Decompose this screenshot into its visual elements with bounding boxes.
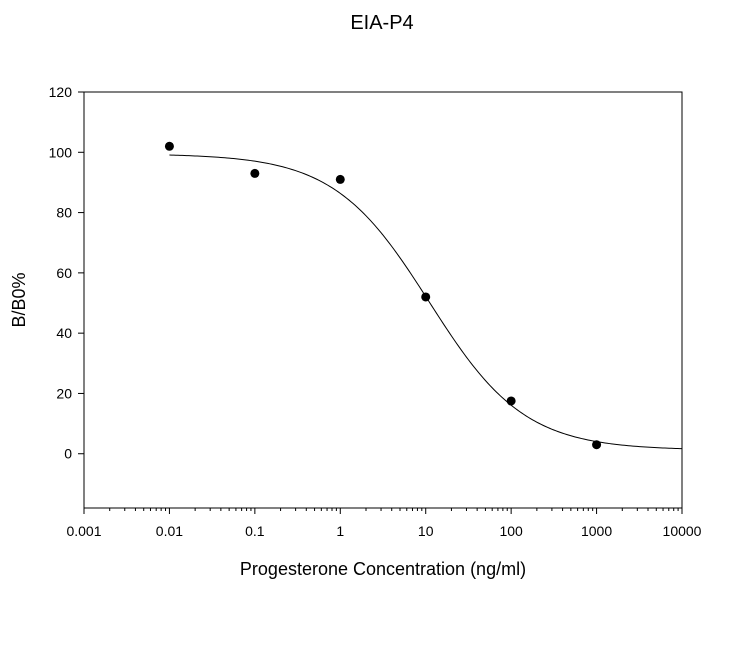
x-tick-label: 1000 [581, 523, 612, 539]
y-tick-label: 120 [49, 84, 73, 100]
x-axis-ticks: 0.001 0.01 0.1 1 10 100 1000 10000 [66, 508, 702, 539]
data-point [592, 440, 602, 450]
y-axis-ticks: 0 20 40 60 80 100 120 [49, 84, 84, 462]
y-tick-label: 20 [56, 385, 72, 401]
x-tick-label: 10000 [663, 523, 702, 539]
data-point [164, 141, 174, 151]
y-axis-label: B/B0% [9, 272, 29, 327]
y-tick-label: 40 [56, 325, 72, 341]
x-tick-label: 1 [336, 523, 344, 539]
x-tick-label: 10 [418, 523, 434, 539]
data-point [421, 292, 431, 302]
y-tick-label: 60 [56, 265, 72, 281]
plot-area-frame [83, 91, 683, 509]
x-tick-label: 0.001 [66, 523, 101, 539]
data-point [335, 174, 345, 184]
chart-title: EIA-P4 [350, 12, 413, 34]
x-tick-label: 0.01 [156, 523, 183, 539]
data-point [506, 396, 516, 406]
x-tick-label: 100 [499, 523, 523, 539]
x-axis-label: Progesterone Concentration (ng/ml) [240, 559, 526, 579]
y-tick-label: 0 [64, 446, 72, 462]
fitted-curve [169, 154, 683, 450]
data-points [164, 141, 602, 450]
y-tick-label: 80 [56, 205, 72, 221]
x-tick-label: 0.1 [245, 523, 265, 539]
data-point [250, 168, 260, 178]
y-tick-label: 100 [49, 144, 73, 160]
